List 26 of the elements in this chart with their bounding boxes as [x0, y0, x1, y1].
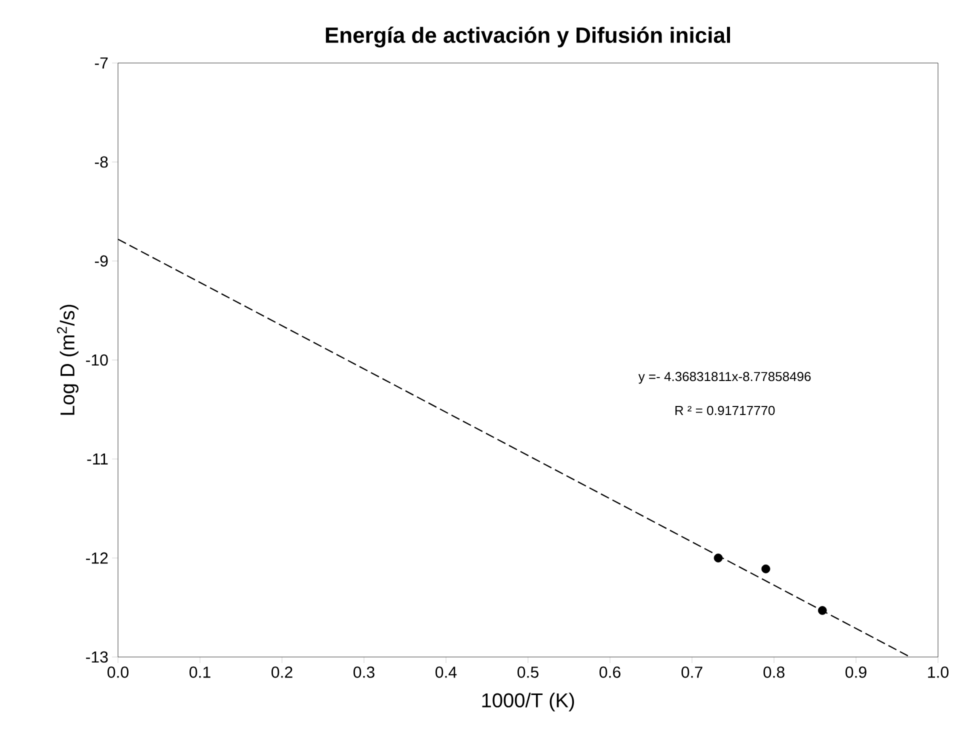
- x-tick-label: 0.8: [764, 666, 784, 678]
- x-axis-title: 1000/T (K): [482, 692, 574, 712]
- x-tick-label: 0.6: [600, 666, 620, 678]
- annotation: y =- 4.36831811x-8.77858496: [638, 372, 811, 384]
- point: [714, 554, 723, 562]
- y-tick-label: -7: [94, 57, 108, 69]
- y-axis-title: Log D (m$^{2}$/s): [57, 304, 78, 415]
- x-tick-label: 0.3: [354, 666, 374, 678]
- x-tick-label: 0.4: [436, 666, 457, 678]
- y-tick-label: -12: [86, 552, 108, 564]
- chart-title: Energía de activación y Difusión inicial: [326, 26, 730, 48]
- y-tick-label: -11: [87, 453, 108, 465]
- y-tick-label: -8: [94, 156, 108, 168]
- point: [761, 564, 770, 574]
- x-tick-label: 0.7: [682, 666, 702, 678]
- x-tick-label: 0.2: [272, 666, 292, 678]
- x-tick-label: 0.1: [190, 666, 210, 678]
- y-tick-label: -9: [94, 255, 108, 267]
- x-tick-label: 0.0: [108, 666, 128, 678]
- y-tick-label: -13: [86, 651, 108, 663]
- y-tick-label: -10: [86, 354, 108, 366]
- x-tick-label: 0.9: [846, 666, 866, 678]
- x-tick-label: 1.0: [928, 666, 948, 678]
- point: [818, 606, 827, 615]
- annotation: R ² = 0.91717770: [675, 406, 775, 416]
- x-tick-label: 0.5: [518, 666, 538, 678]
